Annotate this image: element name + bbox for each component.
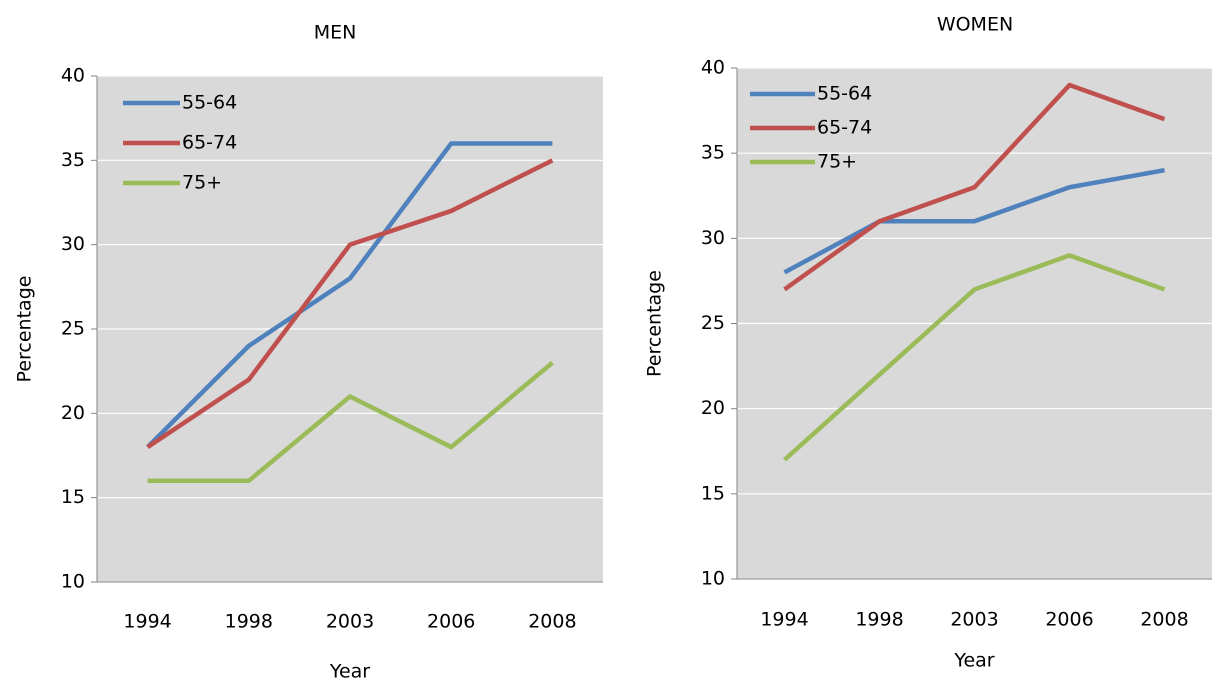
x-tick-label: 2003 xyxy=(326,611,374,633)
series-line xyxy=(147,361,554,484)
y-tick-label: 35 xyxy=(61,149,85,171)
series-line xyxy=(782,253,1166,462)
x-tick-label: 1998 xyxy=(855,609,903,631)
y-axis-label: Percentage xyxy=(14,276,36,383)
y-tick-label: 15 xyxy=(61,486,85,508)
y-tick-label: 25 xyxy=(701,312,725,334)
x-tick-label: 2003 xyxy=(950,609,998,631)
legend-label: 75+ xyxy=(817,151,857,173)
y-tick-label: 35 xyxy=(701,142,725,164)
series-line xyxy=(146,141,553,449)
y-tick-label: 30 xyxy=(701,227,725,249)
y-tick-label: 25 xyxy=(61,318,85,340)
series-line xyxy=(783,82,1166,292)
legend-label: 55-64 xyxy=(182,92,237,114)
x-axis-label: Year xyxy=(953,650,994,672)
x-tick-label: 1994 xyxy=(760,609,808,631)
x-tick-label: 2008 xyxy=(528,611,576,633)
y-axis-label: Percentage xyxy=(644,270,666,377)
legend-label: 55-64 xyxy=(817,83,872,105)
y-tick-label: 15 xyxy=(701,482,725,504)
x-tick-label: 2006 xyxy=(1045,609,1093,631)
x-tick-label: 1994 xyxy=(123,611,171,633)
series-line xyxy=(146,158,554,449)
y-tick-label: 20 xyxy=(61,402,85,424)
series-line xyxy=(783,167,1165,275)
y-tick-label: 40 xyxy=(701,57,725,79)
y-tick-label: 20 xyxy=(701,397,725,419)
y-tick-label: 10 xyxy=(701,568,725,590)
chart-title: MEN xyxy=(314,22,357,44)
x-axis-label: Year xyxy=(329,661,370,681)
x-tick-label: 2006 xyxy=(427,611,475,633)
y-tick-label: 30 xyxy=(61,233,85,255)
x-tick-label: 1998 xyxy=(225,611,273,633)
legend-label: 75+ xyxy=(182,172,222,194)
legend-label: 65-74 xyxy=(817,117,872,139)
legend-label: 65-74 xyxy=(182,132,237,154)
y-tick-label: 40 xyxy=(61,65,85,87)
y-tick-label: 10 xyxy=(61,571,85,593)
x-tick-label: 2008 xyxy=(1140,609,1188,631)
chart-title: WOMEN xyxy=(937,14,1013,36)
